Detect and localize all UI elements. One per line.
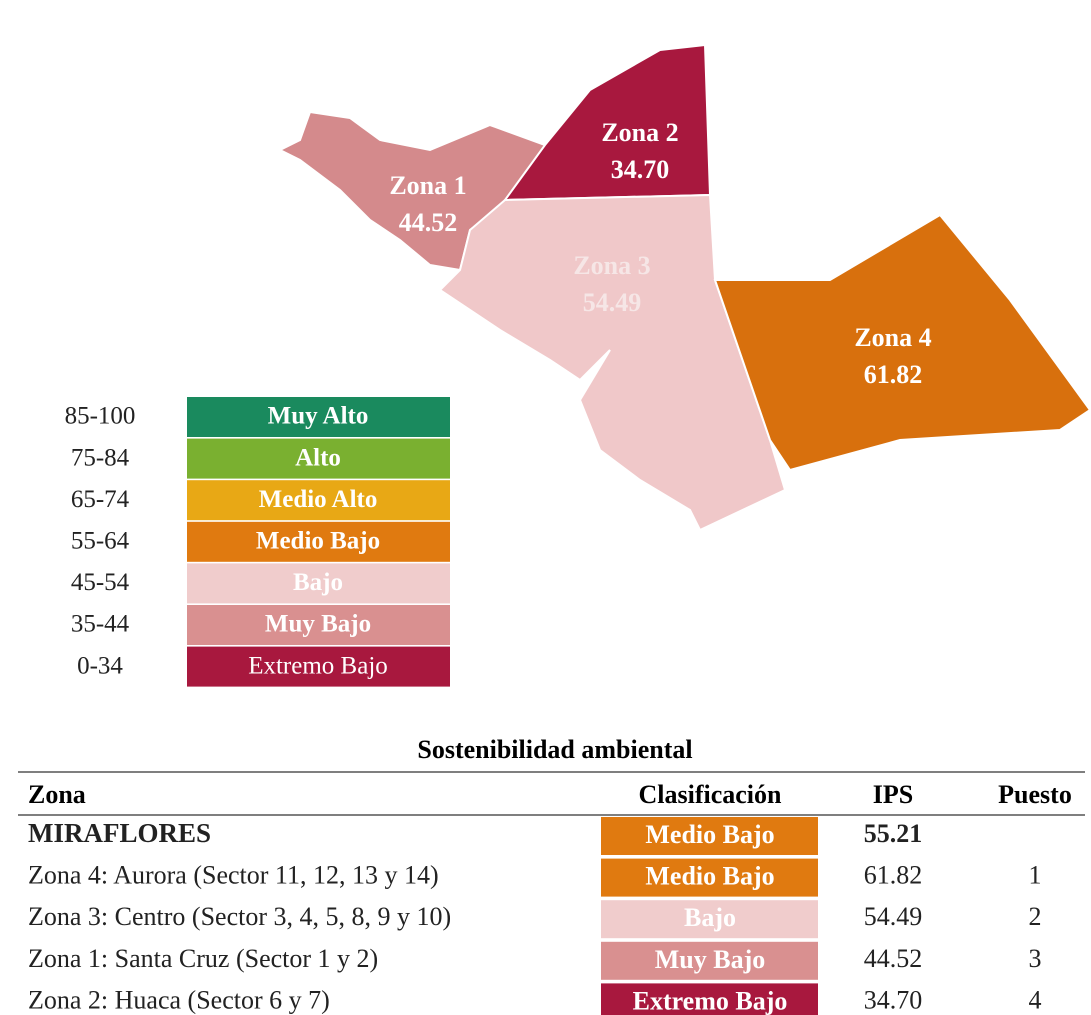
classification-cell xyxy=(601,817,818,855)
zone-label: Zona 3 xyxy=(573,251,650,280)
legend-label: Extremo Bajo xyxy=(248,652,388,679)
legend-range: 65-74 xyxy=(71,486,130,513)
row-clasificacion: Muy Bajo xyxy=(655,945,766,974)
legend-swatch xyxy=(187,563,450,604)
row-zona: Zona 3: Centro (Sector 3, 4, 5, 8, 9 y 1… xyxy=(28,902,451,931)
row-clasificacion: Medio Bajo xyxy=(645,862,774,891)
legend-swatch xyxy=(187,521,450,562)
zone-value: 61.82 xyxy=(864,360,923,389)
legend-swatch xyxy=(187,438,450,479)
row-ips: 55.21 xyxy=(864,819,923,848)
legend-swatch xyxy=(187,480,450,521)
legend-label: Muy Alto xyxy=(268,403,369,430)
row-puesto: 2 xyxy=(1029,902,1042,931)
row-clasificacion: Bajo xyxy=(684,903,736,932)
row-puesto: 3 xyxy=(1029,944,1042,973)
legend-label: Alto xyxy=(295,444,341,471)
zone-value: 34.70 xyxy=(611,155,670,184)
table-header: Clasificación xyxy=(639,780,783,809)
table-header: Puesto xyxy=(998,780,1072,809)
row-puesto: 4 xyxy=(1029,985,1042,1014)
legend-label: Muy Bajo xyxy=(265,611,371,638)
row-zona: Zona 4: Aurora (Sector 11, 12, 13 y 14) xyxy=(28,861,439,890)
classification-cell xyxy=(601,858,818,897)
zone-label: Zona 2 xyxy=(601,118,678,147)
legend-range: 75-84 xyxy=(71,444,130,471)
classification-cell xyxy=(601,900,818,939)
row-ips: 61.82 xyxy=(864,861,923,890)
classification-cell xyxy=(601,983,818,1015)
row-ips: 34.70 xyxy=(864,985,923,1014)
zone-value: 44.52 xyxy=(399,208,458,237)
zone-4-shape xyxy=(713,213,1091,472)
row-zona: Zona 1: Santa Cruz (Sector 1 y 2) xyxy=(28,944,378,973)
legend-range: 0-34 xyxy=(77,652,123,679)
zone-label: Zona 1 xyxy=(389,171,466,200)
row-zona: Zona 2: Huaca (Sector 6 y 7) xyxy=(28,985,330,1014)
zone-value: 54.49 xyxy=(583,288,642,317)
table-header: IPS xyxy=(873,780,913,809)
legend-label: Medio Alto xyxy=(259,486,378,513)
legend-range: 35-44 xyxy=(71,611,130,638)
legend-swatch xyxy=(187,397,450,437)
row-ips: 44.52 xyxy=(864,944,923,973)
row-zona: MIRAFLORES xyxy=(28,818,211,848)
row-ips: 54.49 xyxy=(864,902,923,931)
table-title: Sostenibilidad ambiental xyxy=(417,735,692,764)
classification-cell xyxy=(601,941,818,980)
legend-label: Medio Bajo xyxy=(256,528,380,555)
legend-range: 45-54 xyxy=(71,569,130,596)
legend-swatch xyxy=(187,605,450,645)
table-header: Zona xyxy=(28,780,86,809)
map xyxy=(277,43,1091,532)
legend-range: 85-100 xyxy=(65,403,136,430)
zone-label: Zona 4 xyxy=(854,323,931,352)
legend-swatch xyxy=(187,646,450,687)
row-clasificacion: Medio Bajo xyxy=(645,820,774,849)
legend-range: 55-64 xyxy=(71,528,130,555)
legend-label: Bajo xyxy=(293,569,343,596)
zone-3-shape xyxy=(438,193,787,532)
row-puesto: 1 xyxy=(1029,861,1042,890)
row-clasificacion: Extremo Bajo xyxy=(633,986,788,1015)
